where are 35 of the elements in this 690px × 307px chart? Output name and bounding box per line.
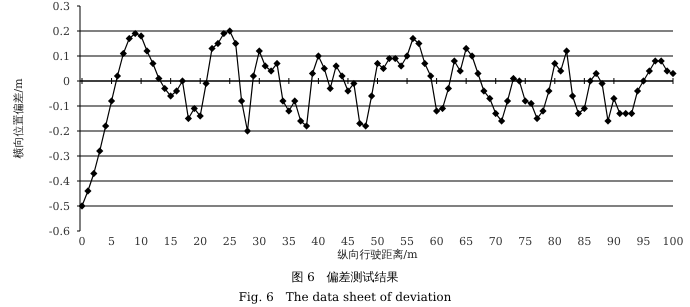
y-tick-label: 0.1 xyxy=(52,50,70,63)
x-tick-label: 45 xyxy=(340,235,355,248)
x-tick-label: 5 xyxy=(108,235,116,248)
x-tick-label: 75 xyxy=(518,235,532,248)
y-tick-label: -0.6 xyxy=(48,225,70,238)
x-tick-label: 80 xyxy=(548,235,562,248)
x-tick-label: 30 xyxy=(252,235,266,248)
x-tick-label: 20 xyxy=(193,235,208,248)
x-tick-label: 85 xyxy=(577,235,592,248)
y-tick-label: 0.2 xyxy=(52,25,70,38)
x-axis-title: 纵向行驶距离/m xyxy=(337,248,418,261)
y-tick-label: -0.1 xyxy=(48,100,70,113)
x-tick-label: 15 xyxy=(164,235,178,248)
y-axis-title: 横向位置偏差/m xyxy=(12,78,25,159)
y-tick-label: -0.3 xyxy=(48,150,70,163)
x-tick-label: 50 xyxy=(370,235,384,248)
caption: Fig. 6 The data sheet of deviation xyxy=(238,290,452,304)
y-tick-label: -0.4 xyxy=(48,175,70,188)
x-tick-label: 65 xyxy=(459,235,474,248)
y-tick-label: 0 xyxy=(63,75,70,88)
y-tick-label: -0.2 xyxy=(48,125,70,138)
x-tick-label: 25 xyxy=(222,235,237,248)
caption: 图 6 偏差测试结果 xyxy=(291,270,399,284)
x-tick-label: 0 xyxy=(78,235,86,248)
x-tick-label: 60 xyxy=(430,235,444,248)
x-tick-label: 55 xyxy=(400,235,414,248)
x-tick-label: 95 xyxy=(636,235,650,248)
x-tick-label: 100 xyxy=(662,235,684,248)
x-tick-label: 35 xyxy=(282,235,296,248)
y-tick-label: -0.5 xyxy=(48,200,70,213)
y-tick-label: 0.3 xyxy=(52,0,70,13)
x-tick-label: 90 xyxy=(606,235,621,248)
x-tick-label: 70 xyxy=(488,235,503,248)
x-tick-label: 40 xyxy=(311,235,326,248)
x-tick-label: 10 xyxy=(134,235,148,248)
